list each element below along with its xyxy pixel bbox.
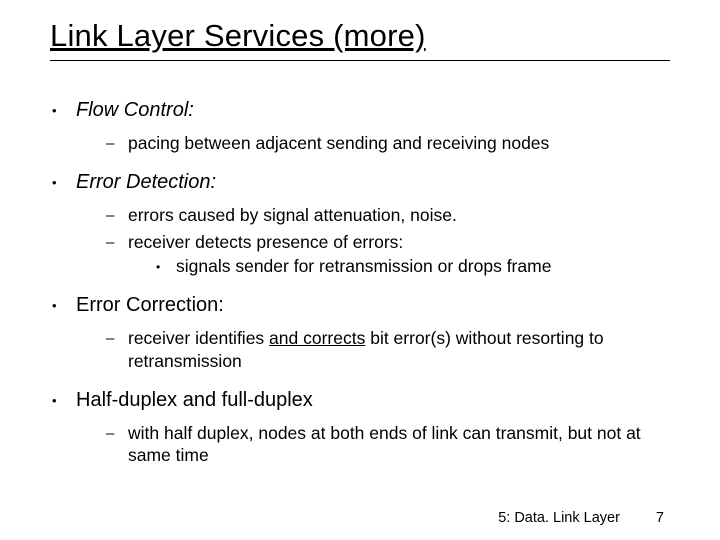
bullet-flow-control: • Flow Control: – pacing between adjacen… (50, 99, 670, 155)
bullet-half-duplex: • Half-duplex and full-duplex – with hal… (50, 389, 670, 468)
sub-text: receiver detects presence of errors: (128, 232, 403, 252)
dash-icon: – (106, 425, 128, 442)
bullet-dot-icon: • (50, 175, 76, 190)
bullet-dot-icon: • (156, 260, 176, 276)
sub-text: errors caused by signal attenuation, noi… (128, 204, 457, 227)
bullet-row: • Flow Control: (50, 99, 670, 122)
dash-icon: – (106, 135, 128, 152)
sub-item: – receiver detects presence of errors: •… (106, 231, 670, 279)
bullet-dot-icon: • (50, 103, 76, 118)
bullet-label: Error Detection: (76, 171, 216, 194)
slide-title: Link Layer Services (more) (50, 18, 670, 61)
sub-list: – pacing between adjacent sending and re… (106, 132, 670, 155)
footer-label: 5: Data. Link Layer (498, 510, 620, 526)
dash-icon: – (106, 207, 128, 224)
sub-list: – errors caused by signal attenuation, n… (106, 204, 670, 278)
dash-icon: – (106, 330, 128, 347)
sub-text: with half duplex, nodes at both ends of … (128, 422, 670, 468)
sub-text-underlined: and corrects (269, 328, 365, 348)
subsub-text: signals sender for retransmission or dro… (176, 255, 551, 278)
top-bullet-list: • Flow Control: – pacing between adjacen… (50, 99, 670, 467)
bullet-label: Half-duplex and full-duplex (76, 389, 313, 412)
sub-list: – receiver identifies and corrects bit e… (106, 327, 670, 373)
sub-item: – receiver identifies and corrects bit e… (106, 327, 670, 373)
sub-item: – errors caused by signal attenuation, n… (106, 204, 670, 227)
page-number: 7 (656, 510, 664, 526)
bullet-row: • Error Detection: (50, 171, 670, 194)
bullet-label: Flow Control: (76, 99, 194, 122)
bullet-dot-icon: • (50, 393, 76, 408)
sub-text: receiver identifies and corrects bit err… (128, 327, 670, 373)
sub-list: – with half duplex, nodes at both ends o… (106, 422, 670, 468)
subsub-list: • signals sender for retransmission or d… (156, 255, 551, 278)
sub-text: pacing between adjacent sending and rece… (128, 132, 549, 155)
slide: Link Layer Services (more) • Flow Contro… (0, 0, 720, 540)
bullet-label: Error Correction: (76, 294, 224, 317)
sub-text-pre: receiver identifies (128, 328, 269, 348)
bullet-row: • Half-duplex and full-duplex (50, 389, 670, 412)
sub-item: – with half duplex, nodes at both ends o… (106, 422, 670, 468)
subsub-item: • signals sender for retransmission or d… (156, 255, 551, 278)
dash-icon: – (106, 234, 128, 251)
bullet-error-correction: • Error Correction: – receiver identifie… (50, 294, 670, 373)
bullet-row: • Error Correction: (50, 294, 670, 317)
slide-footer: 5: Data. Link Layer 7 (498, 510, 664, 526)
bullet-error-detection: • Error Detection: – errors caused by si… (50, 171, 670, 278)
bullet-dot-icon: • (50, 298, 76, 313)
sub-text-column: receiver detects presence of errors: • s… (128, 231, 551, 279)
sub-item: – pacing between adjacent sending and re… (106, 132, 670, 155)
